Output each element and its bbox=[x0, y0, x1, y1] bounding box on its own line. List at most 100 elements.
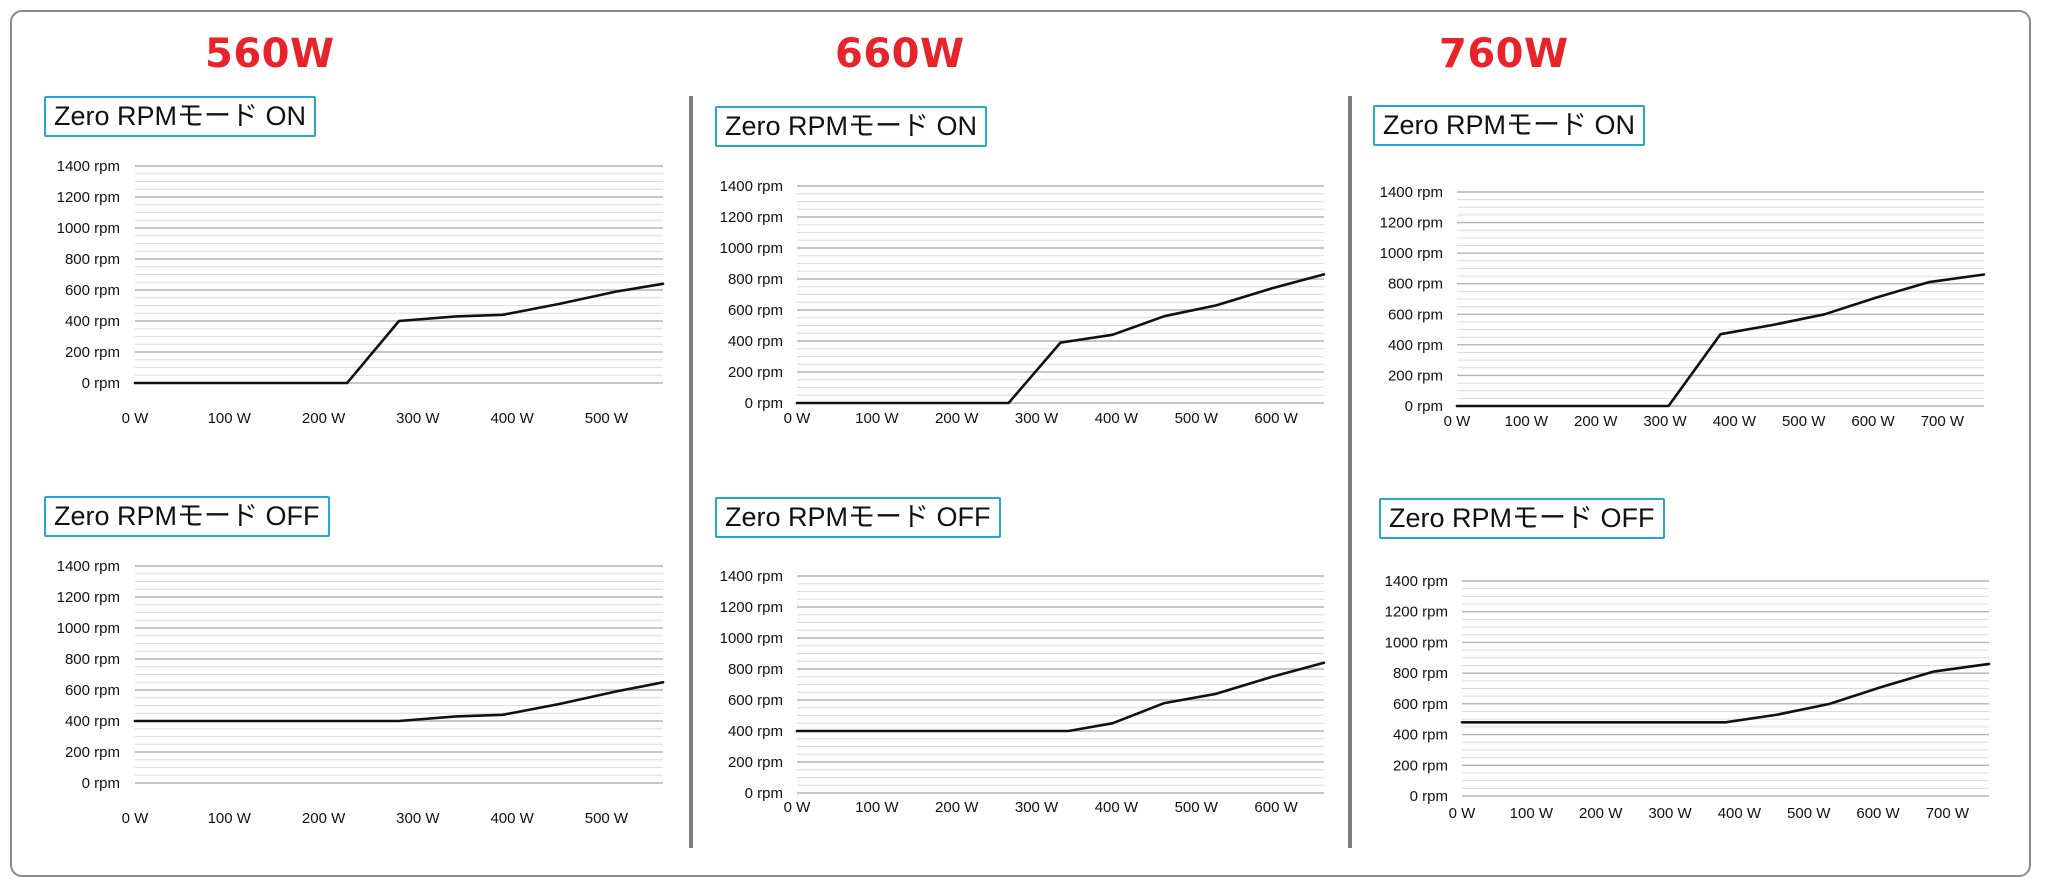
x-tick-label: 300 W bbox=[1015, 799, 1059, 816]
x-tick-label: 500 W bbox=[1175, 410, 1219, 427]
y-tick-label: 1400 rpm bbox=[720, 568, 783, 585]
x-tick-label: 200 W bbox=[935, 799, 979, 816]
column-divider bbox=[689, 96, 693, 848]
x-tick-label: 100 W bbox=[208, 810, 252, 827]
chart-label-660w-on: Zero RPMモード ON bbox=[715, 106, 988, 147]
y-tick-label: 1000 rpm bbox=[1380, 245, 1443, 262]
y-tick-label: 600 rpm bbox=[728, 692, 783, 709]
y-tick-label: 1200 rpm bbox=[720, 209, 783, 226]
y-tick-label: 600 rpm bbox=[65, 682, 120, 699]
y-tick-label: 1400 rpm bbox=[720, 178, 783, 195]
x-tick-label: 300 W bbox=[396, 810, 440, 827]
x-tick-label: 0 W bbox=[122, 410, 150, 427]
x-tick-label: 400 W bbox=[1095, 410, 1139, 427]
chart-label-760w-off: Zero RPMモード OFF bbox=[1379, 498, 1665, 539]
fan-speed-line bbox=[1455, 273, 1986, 408]
x-tick-label: 300 W bbox=[1643, 413, 1687, 430]
x-tick-label: 400 W bbox=[1095, 799, 1139, 816]
x-tick-label: 200 W bbox=[935, 410, 979, 427]
y-tick-label: 600 rpm bbox=[1388, 306, 1443, 323]
figure-frame bbox=[10, 10, 2031, 877]
x-tick-label: 0 W bbox=[122, 810, 150, 827]
chart-label-760w-on: Zero RPMモード ON bbox=[1373, 105, 1646, 146]
column-title-760w: 760W bbox=[1439, 31, 1569, 77]
x-tick-label: 500 W bbox=[1782, 413, 1826, 430]
x-tick-label: 600 W bbox=[1254, 410, 1298, 427]
x-tick-label: 0 W bbox=[784, 410, 812, 427]
y-tick-label: 600 rpm bbox=[728, 302, 783, 319]
y-tick-label: 0 rpm bbox=[745, 395, 783, 412]
y-tick-label: 200 rpm bbox=[1388, 367, 1443, 384]
y-tick-label: 0 rpm bbox=[745, 785, 783, 802]
column-title-560w: 560W bbox=[205, 31, 335, 77]
y-tick-label: 200 rpm bbox=[728, 364, 783, 381]
y-tick-label: 1200 rpm bbox=[720, 599, 783, 616]
x-tick-label: 500 W bbox=[1787, 805, 1831, 822]
fan-speed-line bbox=[133, 680, 665, 723]
x-tick-label: 300 W bbox=[1015, 410, 1059, 427]
fan-speed-line bbox=[795, 273, 1326, 405]
y-tick-label: 800 rpm bbox=[728, 271, 783, 288]
x-tick-label: 200 W bbox=[302, 810, 346, 827]
y-tick-label: 800 rpm bbox=[65, 251, 120, 268]
y-tick-label: 200 rpm bbox=[728, 754, 783, 771]
column-title-660w: 660W bbox=[835, 31, 965, 77]
y-tick-label: 800 rpm bbox=[65, 651, 120, 668]
x-tick-label: 600 W bbox=[1851, 413, 1895, 430]
fan-speed-line bbox=[795, 661, 1326, 733]
y-tick-label: 800 rpm bbox=[728, 661, 783, 678]
y-tick-label: 1400 rpm bbox=[57, 558, 120, 575]
x-tick-label: 400 W bbox=[1718, 805, 1762, 822]
y-tick-label: 800 rpm bbox=[1393, 665, 1448, 682]
y-tick-label: 400 rpm bbox=[65, 313, 120, 330]
y-tick-label: 400 rpm bbox=[65, 713, 120, 730]
x-tick-label: 700 W bbox=[1926, 805, 1970, 822]
x-tick-label: 400 W bbox=[490, 810, 534, 827]
y-tick-label: 1400 rpm bbox=[1385, 573, 1448, 590]
y-tick-label: 1000 rpm bbox=[720, 630, 783, 647]
y-tick-label: 1200 rpm bbox=[1380, 215, 1443, 232]
y-tick-label: 0 rpm bbox=[1410, 788, 1448, 805]
y-tick-label: 1000 rpm bbox=[1385, 634, 1448, 651]
x-tick-label: 0 W bbox=[784, 799, 812, 816]
fan-speed-line bbox=[1460, 662, 1991, 724]
x-tick-label: 100 W bbox=[855, 410, 899, 427]
x-tick-label: 300 W bbox=[1648, 805, 1692, 822]
x-tick-label: 100 W bbox=[208, 410, 252, 427]
x-tick-label: 200 W bbox=[302, 410, 346, 427]
chart-label-560w-off: Zero RPMモード OFF bbox=[44, 496, 330, 537]
y-tick-label: 1200 rpm bbox=[57, 589, 120, 606]
y-tick-label: 200 rpm bbox=[65, 744, 120, 761]
x-tick-label: 200 W bbox=[1579, 805, 1623, 822]
chart-label-560w-on: Zero RPMモード ON bbox=[44, 96, 317, 137]
y-tick-label: 1000 rpm bbox=[57, 220, 120, 237]
y-tick-label: 400 rpm bbox=[728, 723, 783, 740]
y-tick-label: 200 rpm bbox=[65, 344, 120, 361]
chart-label-660w-off: Zero RPMモード OFF bbox=[715, 497, 1001, 538]
x-tick-label: 600 W bbox=[1254, 799, 1298, 816]
x-tick-label: 0 W bbox=[1444, 413, 1472, 430]
x-tick-label: 600 W bbox=[1856, 805, 1900, 822]
y-tick-label: 400 rpm bbox=[728, 333, 783, 350]
y-tick-label: 1400 rpm bbox=[57, 158, 120, 175]
y-tick-label: 0 rpm bbox=[1405, 398, 1443, 415]
y-tick-label: 1000 rpm bbox=[720, 240, 783, 257]
y-tick-label: 200 rpm bbox=[1393, 757, 1448, 774]
x-tick-label: 500 W bbox=[585, 410, 629, 427]
x-tick-label: 300 W bbox=[396, 410, 440, 427]
x-tick-label: 400 W bbox=[1713, 413, 1757, 430]
y-tick-label: 800 rpm bbox=[1388, 276, 1443, 293]
x-tick-label: 0 W bbox=[1449, 805, 1477, 822]
x-tick-label: 400 W bbox=[490, 410, 534, 427]
fan-speed-line bbox=[133, 282, 665, 385]
y-tick-label: 0 rpm bbox=[82, 375, 120, 392]
x-tick-label: 200 W bbox=[1574, 413, 1618, 430]
column-divider bbox=[1348, 96, 1352, 848]
y-tick-label: 1200 rpm bbox=[57, 189, 120, 206]
